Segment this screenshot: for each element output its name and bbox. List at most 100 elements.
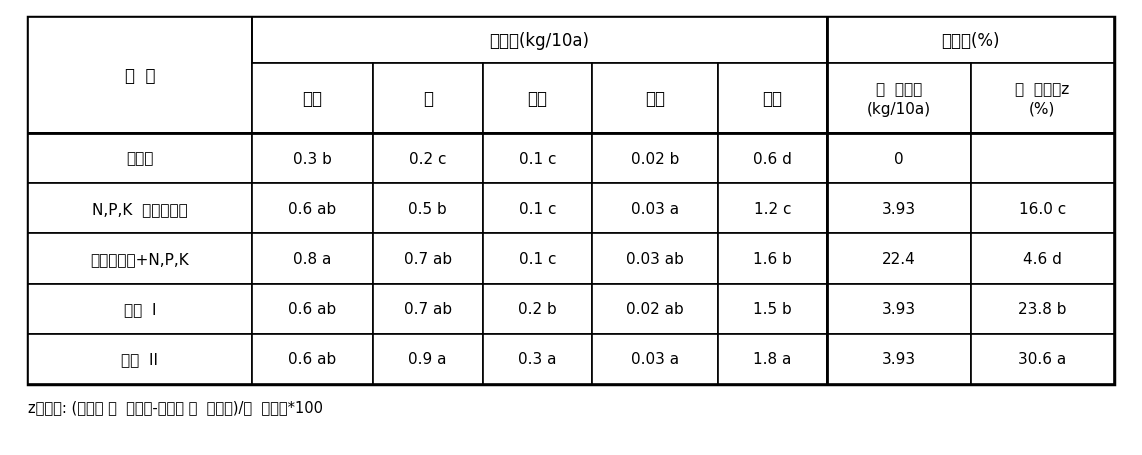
Bar (971, 234, 1113, 284)
Text: 0.1 c: 0.1 c (518, 151, 556, 166)
Text: 줄기: 줄기 (528, 90, 547, 108)
Bar (252, 234, 372, 284)
Text: 열매: 열매 (303, 90, 322, 108)
Text: 3.93: 3.93 (882, 201, 916, 216)
Bar (717, 184, 828, 234)
Text: 흡수량(kg/10a): 흡수량(kg/10a) (490, 32, 589, 50)
Bar (828, 234, 971, 284)
Bar (29, 184, 252, 234)
Text: 0.2 c: 0.2 c (409, 151, 447, 166)
Text: 처  리: 처 리 (124, 67, 155, 85)
Bar (483, 234, 593, 284)
Text: 0.02 b: 0.02 b (630, 151, 679, 166)
Bar (252, 284, 372, 334)
Text: 1.2 c: 1.2 c (754, 201, 791, 216)
Bar (372, 134, 483, 184)
Bar (971, 284, 1113, 334)
Bar (828, 284, 971, 334)
Text: 0.03 a: 0.03 a (630, 201, 679, 216)
Text: 30.6 a: 30.6 a (1019, 352, 1067, 367)
Bar (29, 134, 252, 184)
Text: 3.93: 3.93 (882, 302, 916, 317)
Bar (252, 184, 372, 234)
Text: 0.6 d: 0.6 d (753, 151, 791, 166)
Bar (29, 18, 1113, 384)
Text: z이용률: (시비구 인  흡수량-무비구 인  흡수량)/인  공급량*100: z이용률: (시비구 인 흡수량-무비구 인 흡수량)/인 공급량*100 (29, 399, 323, 414)
Text: 23.8 b: 23.8 b (1019, 302, 1067, 317)
Bar (483, 134, 593, 184)
Bar (483, 64, 593, 134)
Bar (828, 64, 971, 134)
Text: 0.3 a: 0.3 a (518, 352, 556, 367)
Bar (29, 234, 252, 284)
Text: 0.1 c: 0.1 c (518, 201, 556, 216)
Bar (252, 134, 372, 184)
Text: 0.3 b: 0.3 b (293, 151, 332, 166)
Text: 인  공급량
(kg/10a): 인 공급량 (kg/10a) (867, 81, 931, 116)
Text: 잎: 잎 (423, 90, 433, 108)
Text: 0.8 a: 0.8 a (293, 252, 331, 266)
Text: 합계: 합계 (763, 90, 782, 108)
Bar (483, 184, 593, 234)
Bar (29, 334, 252, 384)
Text: 1.5 b: 1.5 b (754, 302, 791, 317)
Bar (593, 64, 717, 134)
Bar (483, 334, 593, 384)
Bar (828, 334, 971, 384)
Bar (828, 18, 1113, 64)
Text: 가축분퇴비+N,P,K: 가축분퇴비+N,P,K (90, 252, 190, 266)
Bar (717, 64, 828, 134)
Bar (372, 234, 483, 284)
Bar (971, 184, 1113, 234)
Text: 1.8 a: 1.8 a (754, 352, 791, 367)
Bar (593, 134, 717, 184)
Bar (252, 18, 828, 64)
Bar (717, 334, 828, 384)
Text: 0.1 c: 0.1 c (518, 252, 556, 266)
Bar (971, 134, 1113, 184)
Text: 액비  II: 액비 II (121, 352, 159, 367)
Bar (828, 184, 971, 234)
Text: 0.03 a: 0.03 a (630, 352, 679, 367)
Text: 16.0 c: 16.0 c (1019, 201, 1065, 216)
Bar (372, 184, 483, 234)
Text: 0.6 ab: 0.6 ab (288, 302, 337, 317)
Bar (483, 284, 593, 334)
Bar (593, 334, 717, 384)
Text: 인  이용률z
(%): 인 이용률z (%) (1015, 81, 1069, 116)
Text: 1.6 b: 1.6 b (753, 252, 791, 266)
Bar (593, 184, 717, 234)
Text: 뿌리: 뿌리 (645, 90, 665, 108)
Text: 22.4: 22.4 (882, 252, 916, 266)
Text: 0.03 ab: 0.03 ab (626, 252, 684, 266)
Bar (252, 334, 372, 384)
Bar (252, 64, 372, 134)
Bar (29, 284, 252, 334)
Bar (593, 234, 717, 284)
Bar (372, 334, 483, 384)
Bar (971, 64, 1113, 134)
Text: 0.7 ab: 0.7 ab (403, 252, 452, 266)
Text: 0.5 b: 0.5 b (409, 201, 447, 216)
Text: 0: 0 (894, 151, 903, 166)
Bar (593, 284, 717, 334)
Bar (372, 64, 483, 134)
Text: 0.02 ab: 0.02 ab (626, 302, 684, 317)
Bar (717, 284, 828, 334)
Bar (29, 18, 252, 134)
Text: 0.9 a: 0.9 a (409, 352, 447, 367)
Text: 4.6 d: 4.6 d (1023, 252, 1062, 266)
Text: 액비  I: 액비 I (123, 302, 156, 317)
Text: 0.2 b: 0.2 b (518, 302, 557, 317)
Text: 3.93: 3.93 (882, 352, 916, 367)
Text: 이용률(%): 이용률(%) (941, 32, 1000, 50)
Text: 0.6 ab: 0.6 ab (288, 352, 337, 367)
Text: 0.7 ab: 0.7 ab (403, 302, 452, 317)
Bar (828, 134, 971, 184)
Bar (717, 234, 828, 284)
Bar (971, 334, 1113, 384)
Text: N,P,K  표준시비구: N,P,K 표준시비구 (93, 201, 187, 216)
Text: 0.6 ab: 0.6 ab (288, 201, 337, 216)
Text: 무비구: 무비구 (127, 151, 154, 166)
Bar (717, 134, 828, 184)
